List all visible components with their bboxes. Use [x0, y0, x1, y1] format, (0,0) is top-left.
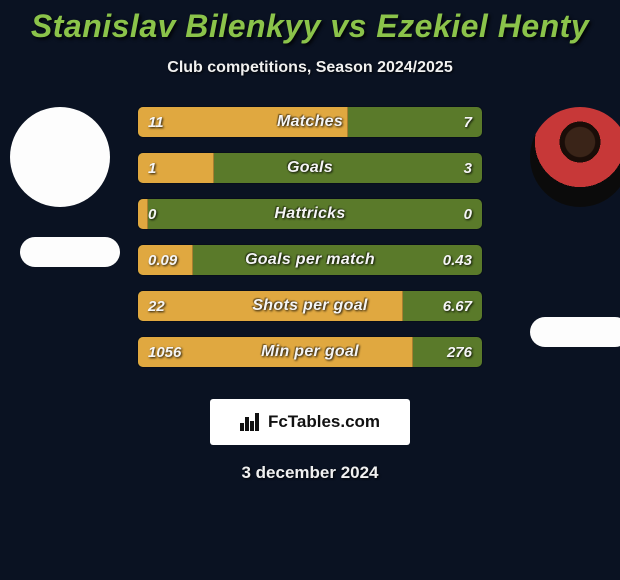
- player-right-avatar: [530, 107, 620, 207]
- brand-text: FcTables.com: [268, 412, 380, 432]
- stat-label: Shots per goal: [138, 291, 482, 321]
- comparison-subtitle: Club competitions, Season 2024/2025: [0, 59, 620, 77]
- stat-bars: 117Matches 13Goals 00Hattricks 0.090.43Goal…: [138, 107, 482, 383]
- player-left-avatar: [10, 107, 110, 207]
- stat-label: Goals per match: [138, 245, 482, 275]
- stat-row: 226.67Shots per goal: [138, 291, 482, 321]
- stat-label: Goals: [138, 153, 482, 183]
- stat-label: Min per goal: [138, 337, 482, 367]
- player-right-badge: [530, 317, 620, 347]
- stat-row: 1056276Min per goal: [138, 337, 482, 367]
- stat-row: 13Goals: [138, 153, 482, 183]
- comparison-title: Stanislav Bilenkyy vs Ezekiel Henty: [0, 0, 620, 45]
- comparison-chart: 117Matches 13Goals 00Hattricks 0.090.43Goal…: [0, 107, 620, 387]
- bar-chart-icon: [240, 413, 262, 431]
- snapshot-date: 3 december 2024: [0, 463, 620, 483]
- player-left-badge: [20, 237, 120, 267]
- stat-row: 00Hattricks: [138, 199, 482, 229]
- stat-row: 0.090.43Goals per match: [138, 245, 482, 275]
- stat-row: 117Matches: [138, 107, 482, 137]
- stat-label: Matches: [138, 107, 482, 137]
- brand-badge: FcTables.com: [210, 399, 410, 445]
- stat-label: Hattricks: [138, 199, 482, 229]
